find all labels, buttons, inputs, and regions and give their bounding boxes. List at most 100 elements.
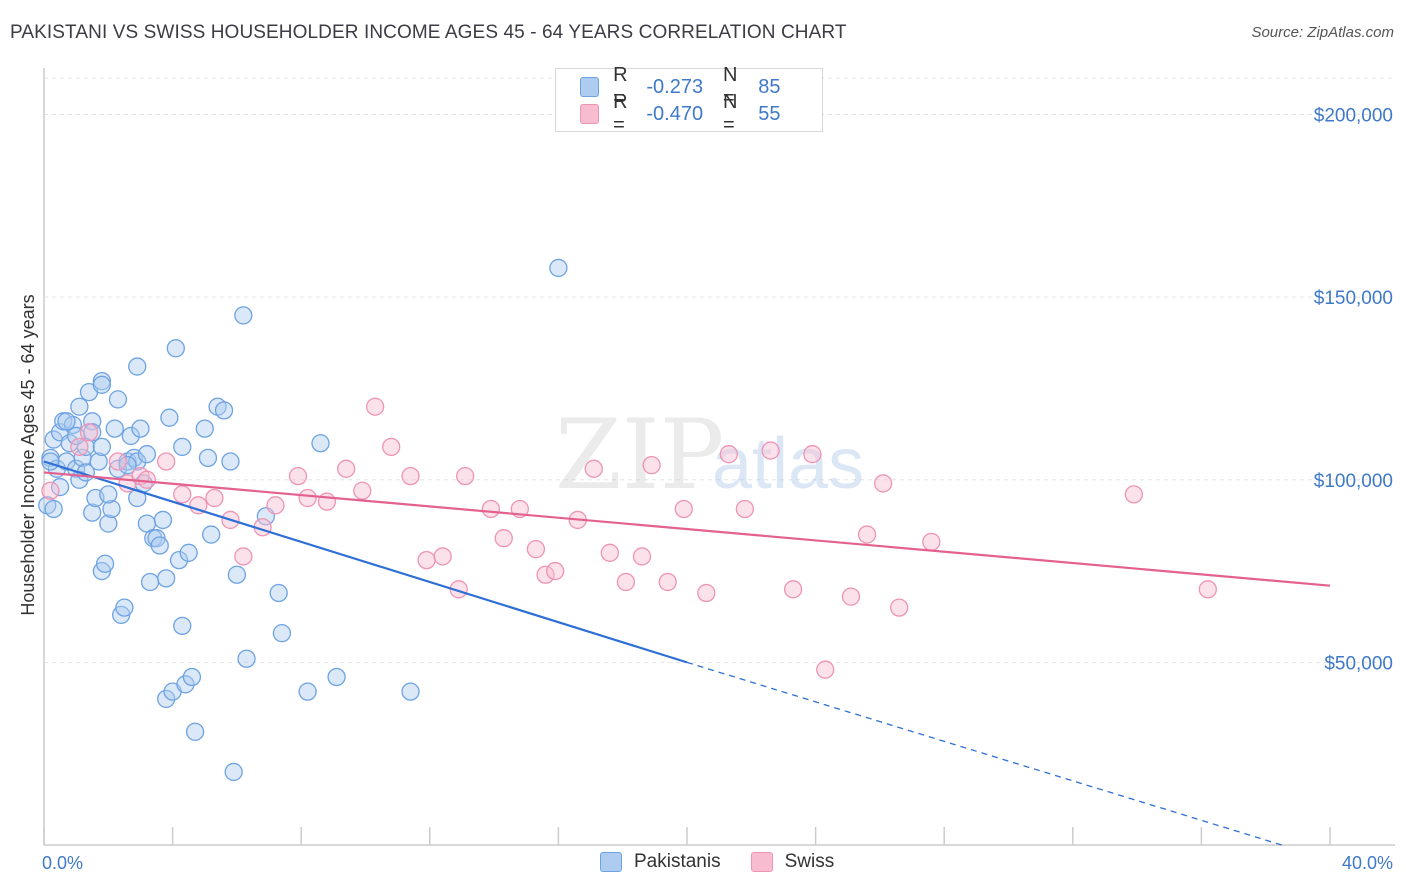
data-point-pakistanis xyxy=(401,682,420,701)
data-point-pakistanis xyxy=(179,543,198,562)
data-point-swiss xyxy=(417,550,436,570)
data-point-pakistanis xyxy=(128,452,147,471)
data-point-pakistanis xyxy=(44,499,63,519)
data-point-pakistanis xyxy=(50,477,70,497)
data-point-swiss xyxy=(365,397,385,416)
y-tick-label: $100,000 xyxy=(1314,471,1393,492)
data-point-pakistanis xyxy=(89,452,108,471)
data-point-swiss xyxy=(803,445,822,464)
data-point-swiss xyxy=(922,532,941,552)
data-point-pakistanis xyxy=(202,525,221,544)
data-point-pakistanis xyxy=(140,572,160,592)
legend-r-value: -0.470 xyxy=(646,102,704,125)
data-point-pakistanis xyxy=(182,667,202,687)
data-point-swiss xyxy=(857,525,877,544)
data-point-swiss xyxy=(433,547,452,566)
data-point-swiss xyxy=(600,543,619,562)
legend-n-label: N = xyxy=(723,91,738,136)
data-point-pakistanis xyxy=(83,503,102,522)
data-point-swiss xyxy=(234,547,253,566)
data-point-swiss xyxy=(298,488,317,508)
watermark-zip: ZIP xyxy=(555,399,724,511)
data-point-pakistanis xyxy=(214,401,234,420)
data-point-pakistanis xyxy=(105,419,124,438)
data-point-swiss xyxy=(317,492,337,511)
data-point-pakistanis xyxy=(237,649,256,668)
trend-line-pakistanis xyxy=(43,460,688,664)
data-point-pakistanis xyxy=(327,667,346,687)
data-point-swiss xyxy=(697,583,716,603)
data-point-pakistanis xyxy=(185,722,205,741)
legend-swatch-swiss xyxy=(580,104,600,124)
series-legend-swiss[interactable]: Swiss xyxy=(750,851,835,873)
data-point-swiss xyxy=(353,481,372,500)
data-point-swiss xyxy=(616,572,636,592)
data-point-pakistanis xyxy=(269,583,288,603)
data-point-pakistanis xyxy=(195,419,214,438)
correlation-legend: R = -0.273 N = 85 R = -0.470 N = 55 xyxy=(555,64,823,136)
data-point-swiss xyxy=(205,488,224,508)
data-point-pakistanis xyxy=(157,569,176,588)
legend-row-pakistanis: R = -0.273 N = 85 xyxy=(580,64,827,109)
legend-r-value: -0.273 xyxy=(646,75,704,98)
data-point-swiss xyxy=(41,481,60,500)
data-point-pakistanis xyxy=(234,306,253,325)
data-point-swiss xyxy=(288,466,308,486)
data-point-swiss xyxy=(157,452,176,471)
grid-lines xyxy=(44,77,1395,663)
data-point-pakistanis xyxy=(173,437,192,457)
data-point-pakistanis xyxy=(160,408,179,427)
data-point-pakistanis xyxy=(57,412,76,431)
data-point-swiss xyxy=(189,496,208,515)
data-point-swiss xyxy=(481,499,501,519)
x-tick-label: 0.0% xyxy=(42,853,83,873)
data-point-swiss xyxy=(632,547,652,566)
data-point-swiss xyxy=(337,459,356,478)
data-point-swiss xyxy=(266,496,285,515)
data-point-pakistanis xyxy=(102,499,121,519)
data-point-swiss xyxy=(816,660,835,679)
source-label: Source: ZipAtlas.com xyxy=(1251,24,1394,41)
y-axis-label: Householder Income Ages 45 - 64 years xyxy=(18,294,38,615)
data-point-pakistanis xyxy=(221,452,240,471)
tick-labels: $50,000 $100,000 $150,000 $200,000 0.0% 40.0% xyxy=(42,106,1393,873)
series-label-pakistanis: Pakistanis xyxy=(634,851,721,872)
data-point-pakistanis xyxy=(166,339,185,358)
data-point-pakistanis xyxy=(70,397,89,416)
data-point-pakistanis xyxy=(198,448,218,467)
data-point-swiss xyxy=(494,529,513,548)
data-point-swiss xyxy=(536,565,555,584)
data-point-pakistanis xyxy=(311,434,330,453)
data-point-pakistanis xyxy=(298,682,317,701)
y-tick-label: $150,000 xyxy=(1314,288,1393,309)
data-point-swiss xyxy=(584,459,603,478)
legend-swatch-pakistanis xyxy=(580,77,600,97)
y-tick-label: $50,000 xyxy=(1324,653,1393,674)
data-point-swiss xyxy=(137,470,157,489)
data-point-pakistanis xyxy=(99,514,118,533)
legend-n-value: 85 xyxy=(758,75,781,98)
data-point-swiss xyxy=(401,466,420,486)
chart-title: PAKISTANI VS SWISS HOUSEHOLDER INCOME AG… xyxy=(10,22,847,43)
legend-r-label: R = xyxy=(613,64,628,109)
y-tick-label: $200,000 xyxy=(1314,106,1393,127)
data-point-swiss xyxy=(890,598,909,617)
data-point-pakistanis xyxy=(169,550,189,570)
trend-line-extension-pakistanis xyxy=(686,661,1282,846)
data-point-pakistanis xyxy=(272,624,292,643)
data-point-swiss xyxy=(382,437,401,457)
trend-lines xyxy=(43,460,1331,846)
data-point-swiss xyxy=(642,456,661,475)
legend-n-value: 55 xyxy=(758,102,781,125)
data-point-pakistanis xyxy=(121,426,140,446)
legend-row-swiss: R = -0.470 N = 55 xyxy=(580,91,827,136)
series-legend-pakistanis[interactable]: Pakistanis xyxy=(600,851,721,873)
data-point-pakistanis xyxy=(95,554,115,573)
data-point-pakistanis xyxy=(128,357,147,376)
data-point-swiss xyxy=(761,441,780,460)
legend-n-label: N = xyxy=(723,64,738,109)
data-point-swiss xyxy=(873,474,893,493)
series-legend: Pakistanis Swiss xyxy=(600,851,864,873)
series-label-swiss: Swiss xyxy=(784,851,835,872)
